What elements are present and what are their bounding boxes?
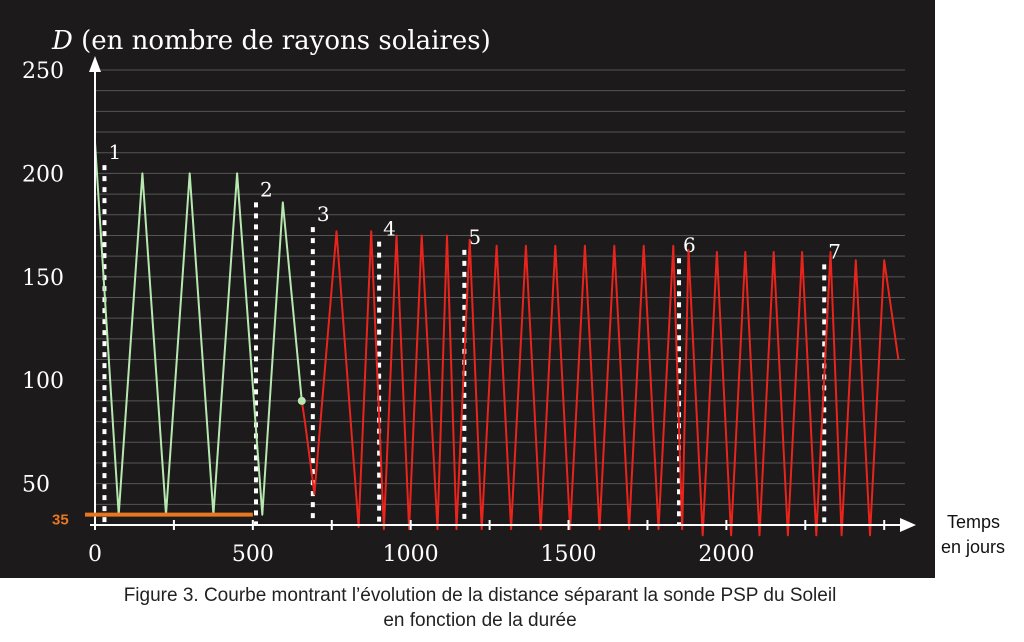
figure-caption: Figure 3. Courbe montrant l’évolution de… (0, 583, 960, 633)
x-axis-label-line1: Temps (947, 512, 1000, 532)
x-tick-label: 1500 (541, 542, 597, 567)
x-axis-arrow (900, 518, 916, 532)
marker-label: 6 (683, 233, 696, 257)
caption-line-2: en fonction de la durée (383, 610, 577, 631)
y-tick-label: 150 (22, 266, 64, 291)
y-axis-label-symbol: D (51, 26, 73, 56)
y-axis-label: D (en nombre de rayons solaires) (51, 26, 491, 56)
series-line (94, 142, 303, 516)
x-tick-label: 2000 (698, 542, 754, 567)
y-tick-label: 200 (22, 162, 64, 187)
caption-line-1: Figure 3. Courbe montrant l’évolution de… (123, 585, 837, 606)
x-axis-label-line2: en jours (941, 537, 1005, 557)
marker-label: 1 (108, 140, 121, 164)
marker-label: 3 (317, 202, 330, 226)
marker-label: 2 (260, 177, 273, 201)
marker-label: 5 (468, 225, 481, 249)
series-end-dot (297, 396, 306, 405)
axes (89, 56, 916, 532)
tick-labels: 0 500 1000 1500 2000 50 100 150 200 250 (22, 59, 886, 567)
series-line (300, 230, 900, 537)
y-axis-arrow (89, 56, 101, 72)
threshold-label: 35 (52, 512, 69, 529)
annotation-group: 35 (52, 512, 253, 529)
x-tick-label: 500 (232, 542, 274, 567)
y-tick-label: 250 (22, 59, 64, 84)
y-tick-label: 50 (22, 473, 50, 498)
y-tick-label: 100 (22, 369, 64, 394)
y-axis-label-text: (en nombre de rayons solaires) (73, 26, 491, 56)
x-tick-label: 1000 (383, 542, 439, 567)
series-group (94, 142, 900, 537)
marker-label: 4 (383, 217, 396, 241)
x-tick-label: 0 (88, 542, 102, 567)
